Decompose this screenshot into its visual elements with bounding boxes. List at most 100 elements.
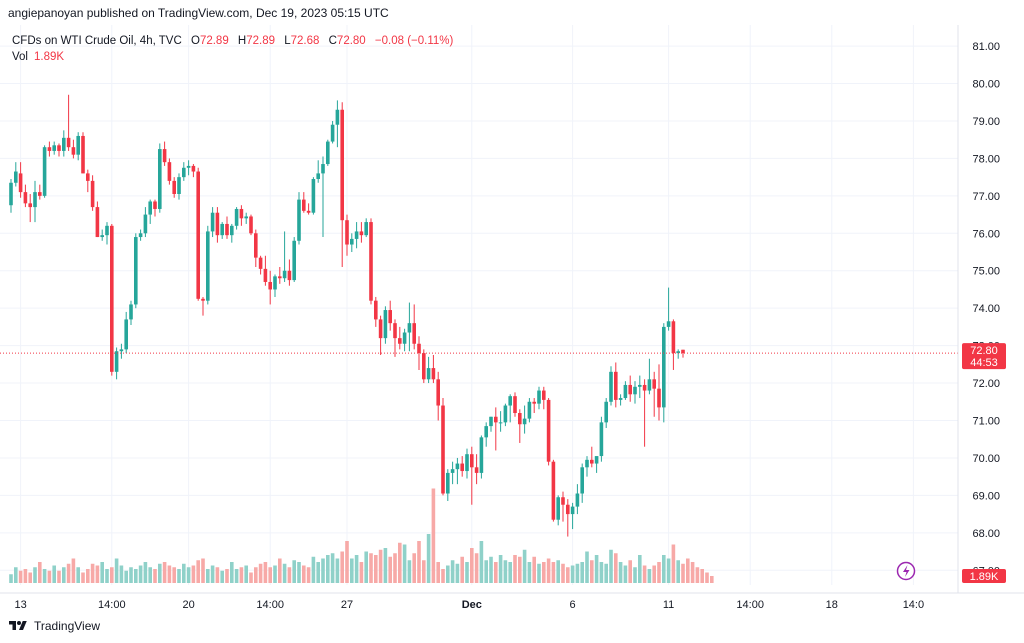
volume-bar: [566, 567, 570, 583]
volume-bar: [388, 556, 392, 583]
candle: [316, 160, 320, 183]
candlestick-chart[interactable]: 81.00 80.00 79.00 78.00 77.00 76.00 75.00 74.00…: [0, 25, 1024, 615]
time-tick-label: 13: [14, 599, 26, 611]
candle: [402, 328, 407, 352]
candle: [518, 409, 522, 443]
candle: [9, 179, 13, 213]
candle: [364, 218, 368, 238]
candle-body: [18, 173, 23, 193]
volume-bar: [114, 558, 119, 583]
price-tick-label: 74.00: [972, 303, 1000, 315]
candle-body: [561, 497, 565, 505]
candle: [585, 456, 589, 477]
candle-body: [398, 338, 402, 344]
candle-body: [465, 454, 469, 472]
volume-bar: [110, 567, 114, 583]
publisher-info: angiepanoyan published on TradingView.co…: [8, 6, 389, 20]
volume-bar: [470, 548, 474, 583]
price-tick-label: 79.00: [972, 116, 1000, 128]
candle: [297, 192, 301, 245]
price-tick-label: 76.00: [972, 228, 1000, 240]
volume-bar: [172, 567, 176, 583]
candle-body: [378, 319, 383, 339]
time-axis: 13 14:00 20 14:00 27 Dec 6 11 14:00 18 14:0: [14, 599, 924, 611]
candle: [340, 102, 344, 267]
volume-bar: [710, 576, 714, 583]
volume-bar: [489, 556, 493, 583]
volume-bar: [508, 562, 512, 583]
volume-bar: [580, 562, 584, 583]
candle-body: [14, 171, 18, 183]
volume-bar: [700, 569, 704, 583]
volume-bar: [148, 567, 152, 583]
candle-body: [62, 137, 66, 151]
candle: [532, 398, 536, 414]
volume-bar: [623, 565, 628, 583]
candle-body: [470, 454, 474, 468]
volume-bar: [378, 549, 383, 583]
candle: [542, 386, 546, 410]
volume-bar: [652, 565, 656, 583]
candle: [177, 173, 181, 200]
candle-body: [234, 208, 239, 226]
candle: [134, 233, 138, 309]
candle: [671, 319, 676, 370]
volume-bar: [671, 544, 676, 583]
volume-bar: [182, 563, 186, 583]
volume-bar: [33, 567, 37, 583]
volume-bar: [167, 565, 172, 583]
volume-bar: [105, 569, 109, 583]
candle-body: [474, 467, 479, 473]
volume-bar: [23, 569, 28, 583]
candle-body: [225, 223, 229, 236]
volume-bar: [14, 567, 18, 583]
volume-bar: [263, 562, 268, 583]
symbol-title[interactable]: CFDs on WTI Crude Oil, 4h, TVC: [12, 35, 182, 47]
candle-body: [110, 225, 114, 372]
candle: [95, 201, 100, 238]
candle: [196, 167, 200, 301]
candle-body: [369, 222, 373, 301]
candle: [508, 394, 512, 423]
candle-body: [412, 323, 416, 344]
lightning-icon[interactable]: [896, 561, 916, 581]
candle: [249, 214, 253, 236]
candle-body: [201, 298, 205, 301]
volume-bar: [297, 562, 301, 583]
candle-body: [417, 343, 421, 354]
volume-bar: [551, 562, 556, 583]
volume-bar: [585, 551, 589, 583]
candle: [321, 156, 325, 238]
candle-body: [614, 371, 618, 400]
candle: [273, 274, 277, 297]
candle-body: [114, 351, 119, 372]
volume-bar: [527, 562, 532, 583]
candle-body: [556, 497, 560, 520]
price-tick-label: 78.00: [972, 153, 1000, 165]
candle: [302, 192, 306, 213]
volume-bar: [455, 563, 460, 583]
candle-body: [446, 472, 450, 494]
candle: [162, 141, 167, 166]
volume-bar: [71, 558, 76, 583]
candle: [398, 326, 402, 350]
tradingview-logo-icon[interactable]: [8, 619, 28, 633]
grid-lines: [0, 25, 958, 585]
candle-body: [335, 109, 340, 125]
volume-bar: [100, 562, 104, 583]
candle-body: [162, 149, 167, 163]
price-tick-label: 70.00: [972, 453, 1000, 465]
volume-bar: [503, 560, 508, 583]
candle: [628, 375, 632, 402]
volume-bar: [52, 565, 56, 583]
candle-body: [119, 349, 124, 352]
candle-body: [681, 349, 685, 354]
volume-label[interactable]: Vol: [12, 51, 28, 63]
last-price-value: 72.80: [970, 345, 998, 357]
candle: [143, 207, 148, 238]
volume-bar: [657, 562, 661, 583]
candles: [9, 94, 685, 537]
candle: [681, 349, 685, 358]
volume-bar: [28, 572, 32, 583]
chart-area[interactable]: 81.00 80.00 79.00 78.00 77.00 76.00 75.00 74.00…: [0, 25, 1024, 615]
